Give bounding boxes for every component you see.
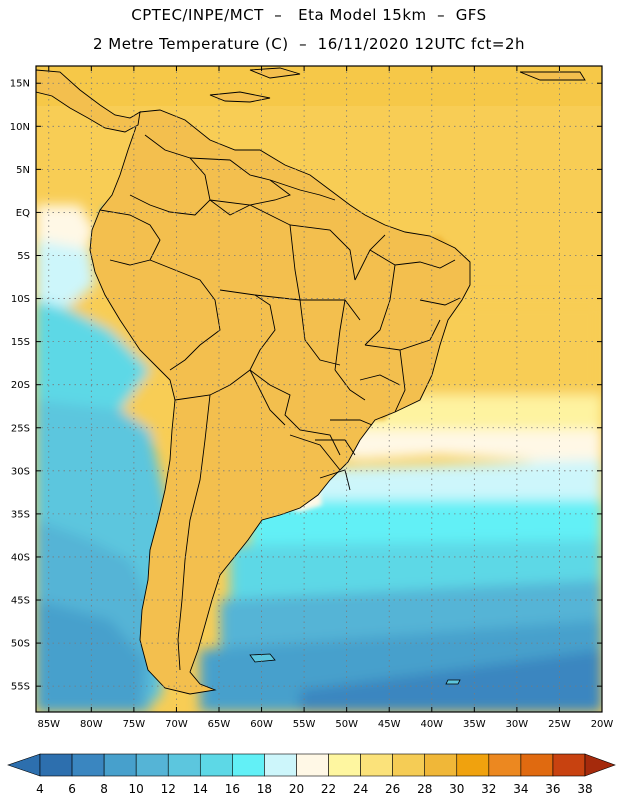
- lat-label: 40S: [11, 552, 30, 563]
- temperature-map: 15N 10N 5N EQ 5S 10S 15S 20S 25S 30S 35S 40S 45S 50S 5…: [10, 65, 613, 730]
- colorbar-box: [520, 753, 554, 777]
- colorbar-box: [39, 753, 73, 777]
- colorbar-label: 8: [100, 782, 108, 796]
- lat-label: 20S: [11, 380, 30, 391]
- colorbar-label: 18: [257, 782, 272, 796]
- temperature-colorbar: 4 6 8 10 12 14 16 18 20 22 24 26 28 30 32 34 36 38: [7, 753, 616, 796]
- colorbar-arrow-high: [584, 753, 616, 777]
- colorbar-label: 10: [129, 782, 144, 796]
- colorbar-label: 24: [353, 782, 368, 796]
- colorbar-box: [328, 753, 361, 777]
- colorbar-label: 26: [385, 782, 400, 796]
- lon-label: 55W: [293, 719, 316, 730]
- lon-label: 75W: [123, 719, 146, 730]
- map-title-line1: CPTEC/INPE/MCT – Eta Model 15km – GFS: [131, 6, 487, 24]
- lat-label: 35S: [11, 509, 30, 520]
- lat-label: 15S: [11, 337, 30, 348]
- colorbar-label: 4: [36, 782, 44, 796]
- lon-label: 20W: [591, 719, 614, 730]
- colorbar-label: 14: [193, 782, 208, 796]
- colorbar-label: 30: [449, 782, 464, 796]
- lon-label: 65W: [208, 719, 231, 730]
- longitude-axis: 85W 80W 75W 70W 65W 60W 55W 50W 45W 40W 35W 30W 25W 2…: [37, 66, 613, 730]
- colorbar-box: [264, 753, 297, 777]
- lon-label: 40W: [420, 719, 443, 730]
- lat-label: 25S: [11, 423, 30, 434]
- colorbar-label: 38: [577, 782, 592, 796]
- colorbar-box: [424, 753, 458, 777]
- lat-label: 50S: [11, 639, 30, 650]
- colorbar-label: 22: [321, 782, 336, 796]
- colorbar-arrow-low: [7, 753, 41, 777]
- latitude-axis: 15N 10N 5N EQ 5S 10S 15S 20S 25S 30S 35S 40S 45S 50S 5…: [10, 79, 602, 693]
- colorbar-label: 32: [481, 782, 496, 796]
- lon-label: 50W: [335, 719, 358, 730]
- colorbar-box: [199, 753, 233, 777]
- lat-label: 45S: [11, 596, 30, 607]
- temperature-field: [36, 66, 602, 712]
- colorbar-box: [167, 753, 201, 777]
- colorbar-box: [552, 753, 586, 777]
- lon-label: 70W: [165, 719, 188, 730]
- lat-label: EQ: [16, 208, 30, 219]
- map-title-line2: 2 Metre Temperature (C) – 16/11/2020 12U…: [92, 35, 526, 53]
- colorbar-label: 20: [289, 782, 304, 796]
- colorbar-box: [296, 753, 329, 777]
- lon-label: 25W: [548, 719, 571, 730]
- colorbar-box: [71, 753, 105, 777]
- colorbar-box: [103, 753, 137, 777]
- map-frame: [35, 65, 603, 713]
- lat-label: 5N: [16, 165, 30, 176]
- lon-label: 85W: [37, 719, 60, 730]
- colorbar-label: 34: [513, 782, 528, 796]
- lon-label: 30W: [506, 719, 529, 730]
- colorbar-box: [488, 753, 522, 777]
- colorbar-box: [135, 753, 169, 777]
- lon-label: 35W: [463, 719, 486, 730]
- lon-label: 60W: [250, 719, 273, 730]
- lat-label: 30S: [11, 466, 30, 477]
- lat-label: 5S: [17, 251, 30, 262]
- lat-lon-grid: [36, 66, 602, 712]
- lat-label: 15N: [10, 79, 30, 90]
- country-borders: [89, 109, 471, 695]
- colorbar-box: [360, 753, 393, 777]
- colorbar-box: [456, 753, 490, 777]
- colorbar-box: [392, 753, 426, 777]
- colorbar-label: 16: [225, 782, 240, 796]
- colorbar-label: 28: [417, 782, 432, 796]
- lon-label: 45W: [378, 719, 401, 730]
- central-america: [36, 67, 586, 133]
- lat-label: 10N: [10, 122, 30, 133]
- colorbar-label: 6: [68, 782, 76, 796]
- islands: [249, 653, 461, 685]
- colorbar-label: 12: [161, 782, 176, 796]
- colorbar-label: 36: [545, 782, 560, 796]
- lon-label: 80W: [80, 719, 103, 730]
- lat-label: 55S: [11, 682, 30, 693]
- lat-label: 10S: [11, 294, 30, 305]
- colorbar-box: [232, 753, 265, 777]
